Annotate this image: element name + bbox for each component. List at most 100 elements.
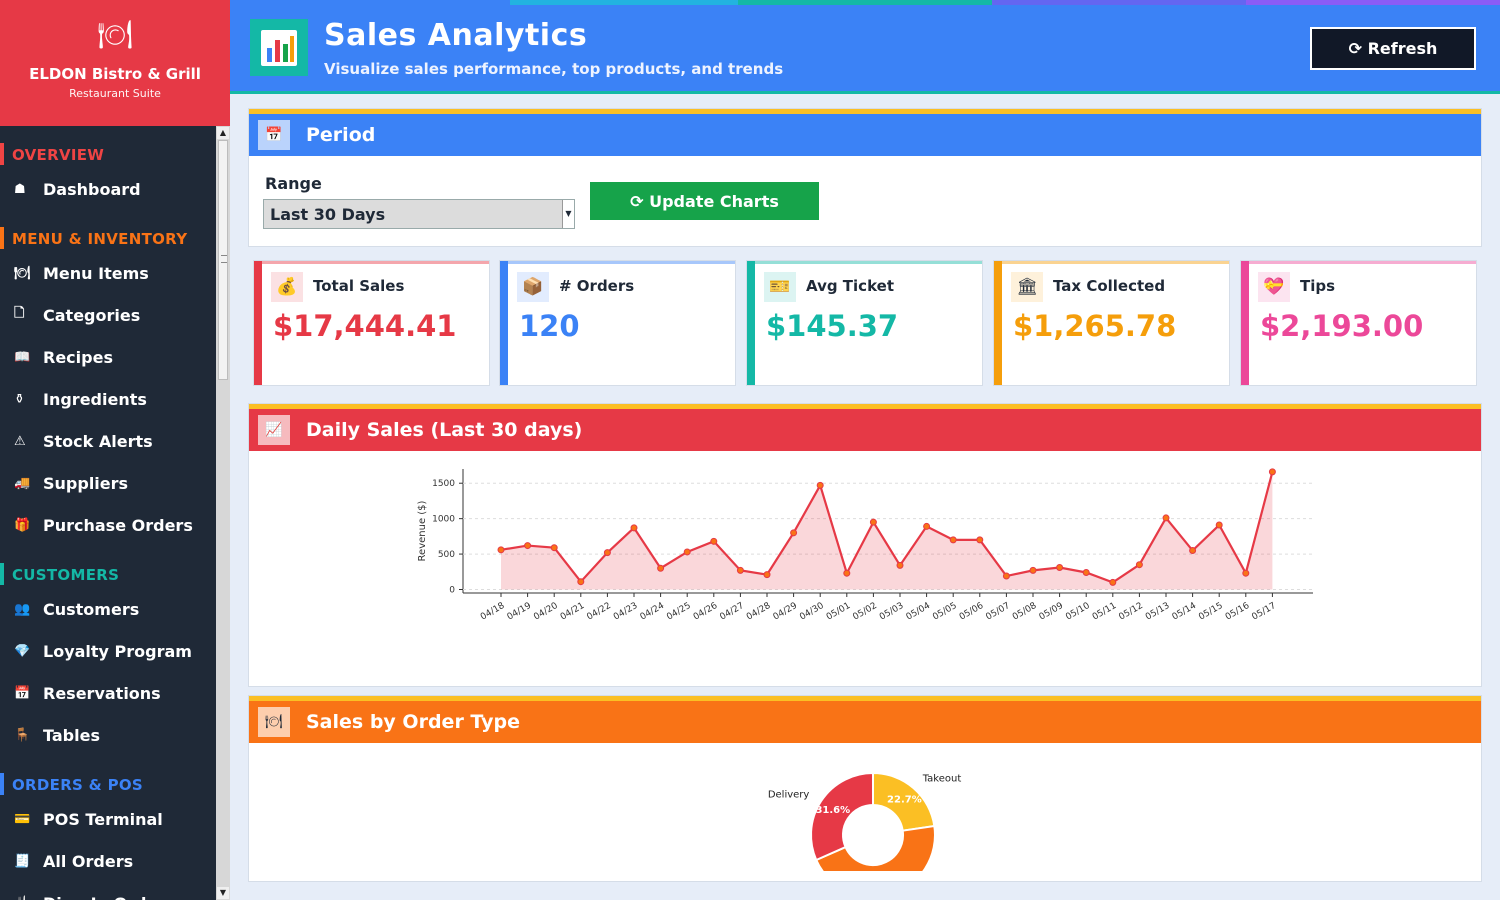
- x-tick-label: 05/05: [931, 601, 958, 623]
- ingredients-icon: ⚱: [14, 391, 25, 407]
- pie-slice-dine-in: [814, 824, 936, 871]
- data-point: [1029, 566, 1037, 574]
- x-tick-label: 05/16: [1224, 601, 1252, 623]
- sidebar-item-ingredients[interactable]: ⚱ Ingredients: [0, 378, 216, 420]
- plate-icon: 🍽: [258, 707, 290, 737]
- header-divider: [230, 91, 1500, 94]
- data-point: [949, 536, 957, 544]
- x-tick-label: 05/12: [1117, 601, 1144, 623]
- sidebar-item-purchase-orders[interactable]: 🎁 Purchase Orders: [0, 504, 216, 546]
- data-point: [1215, 521, 1223, 529]
- refresh-button[interactable]: ⟳ Refresh: [1310, 27, 1476, 70]
- scrollbar-thumb[interactable]: [218, 140, 228, 380]
- x-tick-label: 05/14: [1171, 601, 1199, 623]
- sidebar-item-categories[interactable]: 🗋 Categories: [0, 294, 216, 336]
- panel-accent: [249, 696, 1481, 701]
- data-point: [763, 571, 771, 579]
- x-tick-label: 05/10: [1064, 601, 1092, 623]
- kpi-top-accent: [1241, 261, 1476, 264]
- chevron-down-icon[interactable]: ▼: [562, 200, 574, 228]
- x-tick-label: 04/26: [692, 601, 720, 623]
- restaurant-logo-icon: 🍽: [97, 18, 133, 51]
- data-point: [577, 578, 585, 586]
- scroll-down-arrow-icon[interactable]: ▼: [217, 887, 229, 899]
- sidebar-item-label: Loyalty Program: [43, 641, 192, 661]
- sidebar-item-loyalty-program[interactable]: 💎 Loyalty Program: [0, 630, 216, 672]
- sidebar-item-stock-alerts[interactable]: ⚠ Stock Alerts: [0, 420, 216, 462]
- sidebar-item-label: Dashboard: [43, 179, 141, 199]
- y-tick-label: 1500: [432, 479, 455, 489]
- kpi-label: Tips: [1300, 277, 1336, 295]
- pie-category-label: Takeout: [922, 774, 962, 785]
- data-point: [923, 522, 931, 530]
- order-type-chart: 22.7%Takeout45.7%31.6%Delivery: [768, 771, 962, 871]
- sidebar-item-pos-terminal[interactable]: 💳 POS Terminal: [0, 798, 216, 840]
- pos-terminal-icon: 💳: [14, 811, 31, 827]
- stock-alerts-icon: ⚠: [14, 433, 26, 449]
- update-charts-button[interactable]: ⟳ Update Charts: [590, 182, 819, 220]
- sidebar-scrollbar[interactable]: ▲ ▼: [216, 126, 230, 900]
- x-tick-label: 05/01: [825, 601, 852, 623]
- data-point: [1056, 564, 1064, 572]
- reservations-icon: 📅: [14, 685, 31, 701]
- pie-category-label: Delivery: [768, 789, 810, 800]
- orders-icon: 📦: [517, 272, 549, 302]
- x-tick-label: 04/25: [665, 601, 692, 623]
- period-panel-header: 📅 Period: [249, 114, 1481, 156]
- data-point: [1242, 569, 1250, 577]
- accent-stripe: [992, 0, 1246, 5]
- kpi-top-accent: [747, 261, 982, 264]
- brand-name: ELDON Bistro & Grill: [29, 65, 201, 83]
- purchase-orders-icon: 🎁: [14, 517, 31, 533]
- sidebar-item-recipes[interactable]: 📖 Recipes: [0, 336, 216, 378]
- x-tick-label: 04/23: [612, 601, 639, 623]
- range-label: Range: [265, 174, 322, 193]
- data-point: [683, 548, 691, 556]
- sidebar-item-dashboard[interactable]: ☗ Dashboard: [0, 168, 216, 210]
- kpi-accent: [1241, 261, 1249, 385]
- kpi-card-tips: 💝 Tips $2,193.00: [1240, 260, 1477, 386]
- order-type-panel: 🍽 Sales by Order Type 22.7%Takeout45.7%3…: [248, 695, 1482, 882]
- sidebar-item-label: Menu Items: [43, 263, 149, 283]
- period-panel: 📅 Period Range Last 30 Days ▼ ⟳ Update C…: [248, 108, 1482, 247]
- data-point: [1162, 514, 1170, 522]
- recipes-icon: 📖: [14, 349, 31, 365]
- x-tick-label: 04/28: [745, 601, 773, 623]
- sidebar-item-suppliers[interactable]: 🚚 Suppliers: [0, 462, 216, 504]
- sidebar-item-dine-in-orders[interactable]: 🍴Dine-In Orders: [0, 882, 216, 900]
- nav-section-header: ORDERS & POS: [0, 756, 216, 798]
- tax-collected-icon: 🏛: [1011, 272, 1043, 302]
- sidebar-item-label: All Orders: [43, 851, 134, 871]
- sidebar-item-tables[interactable]: 🪑 Tables: [0, 714, 216, 756]
- period-title: Period: [306, 124, 376, 146]
- x-tick-label: 04/19: [506, 601, 534, 623]
- kpi-accent: [500, 261, 508, 385]
- sidebar-item-reservations[interactable]: 📅 Reservations: [0, 672, 216, 714]
- data-point: [843, 569, 851, 577]
- sidebar-item-customers[interactable]: 👥 Customers: [0, 588, 216, 630]
- x-tick-label: 04/29: [772, 601, 800, 623]
- page-header: Sales Analytics Visualize sales performa…: [230, 0, 1500, 94]
- data-point: [497, 546, 505, 554]
- kpi-card-orders: 📦 # Orders 120: [499, 260, 736, 386]
- sidebar-item-menu-items[interactable]: 🍽 Menu Items: [0, 252, 216, 294]
- y-tick-label: 0: [449, 586, 455, 596]
- kpi-value: $1,265.78: [1013, 309, 1177, 343]
- avg-ticket-icon: 🎫: [764, 272, 796, 302]
- kpi-accent: [747, 261, 755, 385]
- kpi-value: 120: [519, 309, 580, 343]
- data-point: [790, 529, 798, 537]
- sidebar-item-all-orders[interactable]: 🧾 All Orders: [0, 840, 216, 882]
- sidebar-item-label: Tables: [43, 725, 100, 745]
- data-point: [630, 524, 638, 532]
- data-point: [816, 481, 824, 489]
- nav-section-header: OVERVIEW: [0, 126, 216, 168]
- x-tick-label: 05/09: [1038, 601, 1066, 623]
- range-select[interactable]: Last 30 Days ▼: [263, 199, 575, 229]
- scroll-up-arrow-icon[interactable]: ▲: [217, 127, 229, 139]
- dine-in-orders-icon: 🍴: [14, 896, 43, 900]
- y-axis-label: Revenue ($): [417, 500, 428, 561]
- daily-sales-panel: 📈 Daily Sales (Last 30 days) 0 500 1000 150…: [248, 403, 1482, 687]
- kpi-value: $17,444.41: [273, 309, 457, 343]
